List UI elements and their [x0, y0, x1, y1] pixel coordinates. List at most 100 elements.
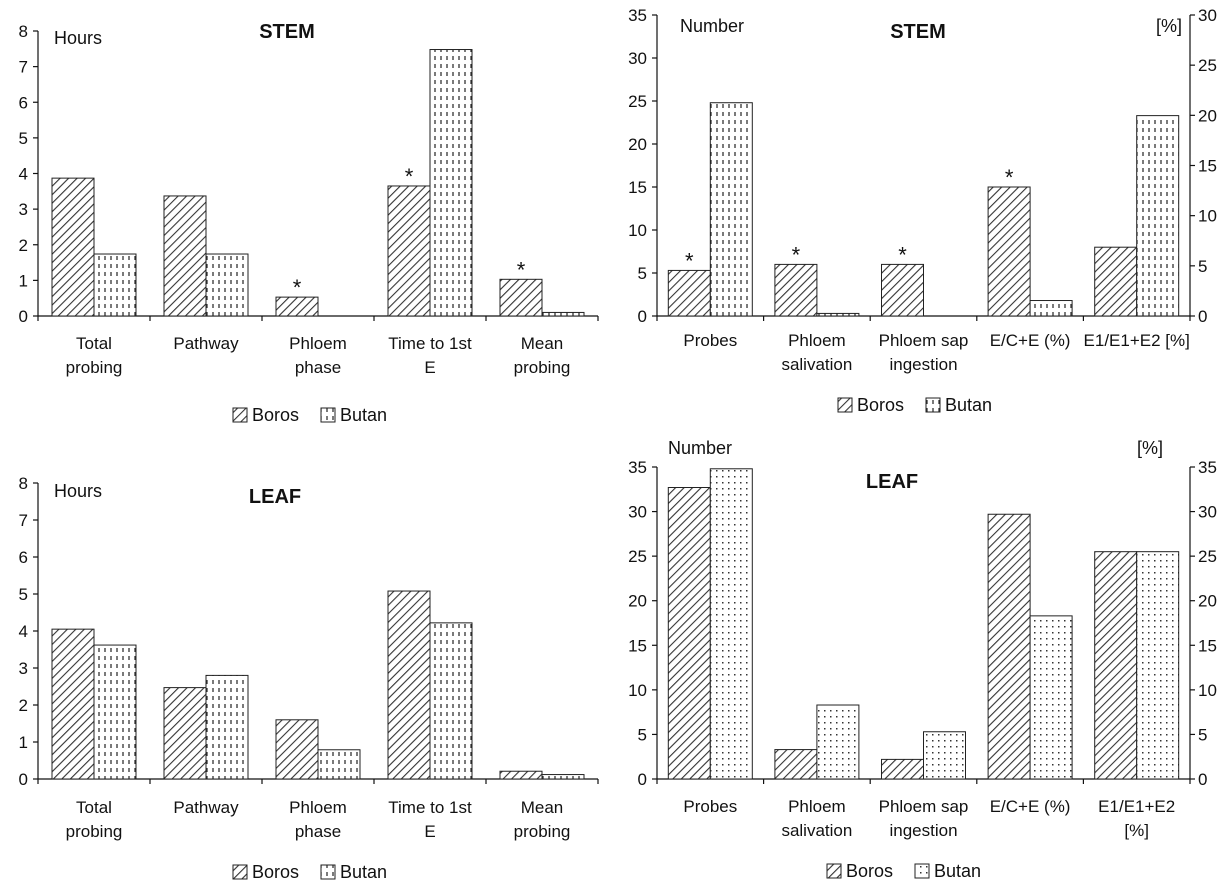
x-category-label: Probes	[683, 797, 737, 816]
legend-swatch-butan	[914, 863, 930, 879]
y2-tick-label: 20	[1198, 106, 1217, 125]
bar-boros	[987, 513, 1031, 780]
legend-swatch-butan	[320, 864, 336, 880]
significance-asterisk: *	[293, 275, 302, 300]
y-tick-label: 25	[628, 92, 647, 111]
bar-boros	[51, 177, 95, 317]
legend-label-boros: Boros	[857, 395, 904, 415]
x-category-label: probing	[514, 358, 571, 377]
y-tick-label: 10	[628, 221, 647, 240]
bar-boros	[163, 195, 207, 317]
y-tick-label: 20	[628, 135, 647, 154]
x-category-label: salivation	[781, 821, 852, 840]
bar-butan	[1136, 115, 1180, 317]
y-tick-label: 3	[19, 659, 28, 678]
x-category-label: Probes	[683, 331, 737, 350]
y-tick-label: 6	[19, 93, 28, 112]
legend-label-butan: Butan	[340, 405, 387, 425]
y-axis-label: Number	[680, 16, 744, 36]
bar-butan	[429, 49, 473, 317]
y-tick-label: 7	[19, 58, 28, 77]
y2-tick-label: 30	[1198, 6, 1217, 25]
y2-axis-label: [%]	[1156, 16, 1182, 36]
legend-label-butan: Butan	[340, 862, 387, 882]
y-tick-label: 35	[628, 458, 647, 477]
y-tick-label: 30	[628, 49, 647, 68]
x-category-label: Time to 1st	[388, 334, 472, 353]
legend-label-boros: Boros	[252, 405, 299, 425]
bar-butan	[816, 704, 860, 780]
x-category-label: Phloem	[788, 797, 846, 816]
y-axis-label: Number	[668, 438, 732, 458]
bar-butan	[1136, 551, 1180, 780]
x-category-label: probing	[66, 358, 123, 377]
bar-boros	[774, 749, 818, 780]
y-tick-label: 2	[19, 696, 28, 715]
chart-panel-2: 0 5 10 15 20 25 30 35 0 5 10 15 20 25 30 [%] Number STEM P…	[628, 6, 1217, 415]
bar-butan	[317, 749, 361, 780]
bar-boros	[881, 758, 924, 780]
y-tick-label: 0	[638, 307, 647, 326]
y-tick-label: 20	[628, 592, 647, 611]
y-tick-label: 1	[19, 733, 28, 752]
x-category-label: phase	[295, 822, 341, 841]
y-tick-label: 8	[19, 22, 28, 41]
y-tick-label: 5	[638, 264, 647, 283]
chart-title: LEAF	[866, 471, 918, 493]
legend: Boros Butan	[837, 395, 992, 415]
bar-boros	[387, 590, 431, 780]
y2-tick-label: 10	[1198, 207, 1217, 226]
x-category-label: E/C+E (%)	[990, 797, 1071, 816]
bar-boros	[1094, 246, 1138, 317]
legend: Boros Butan	[232, 862, 387, 882]
y-tick-label: 0	[19, 770, 28, 789]
legend-label-boros: Boros	[252, 862, 299, 882]
significance-asterisk: *	[1005, 165, 1014, 190]
significance-asterisk: *	[685, 248, 694, 273]
x-category-label: probing	[514, 822, 571, 841]
y2-tick-label: 5	[1198, 725, 1207, 744]
x-category-label: probing	[66, 822, 123, 841]
y-tick-label: 3	[19, 200, 28, 219]
bar-boros	[667, 269, 711, 317]
x-category-label: Mean	[521, 798, 564, 817]
y-tick-label: 1	[19, 271, 28, 290]
bar-butan	[429, 622, 473, 780]
y-tick-label: 0	[19, 307, 28, 326]
bar-butan	[1029, 615, 1073, 780]
x-category-label: E1/E1+E2	[1098, 797, 1175, 816]
x-category-label: Phloem	[788, 331, 846, 350]
x-category-label: E/C+E (%)	[990, 331, 1071, 350]
y-tick-label: 2	[19, 236, 28, 255]
chart-title: STEM	[259, 21, 315, 43]
legend-swatch-boros	[232, 864, 248, 880]
x-category-label: E1/E1+E2 [%]	[1084, 331, 1190, 350]
x-category-label: Mean	[521, 334, 564, 353]
bar-butan	[93, 253, 137, 317]
y-tick-label: 10	[628, 681, 647, 700]
legend-label-butan: Butan	[945, 395, 992, 415]
y2-tick-label: 0	[1198, 770, 1207, 789]
y-tick-label: 5	[19, 585, 28, 604]
y-tick-label: 0	[638, 770, 647, 789]
y-tick-label: 5	[638, 725, 647, 744]
y-tick-label: 6	[19, 548, 28, 567]
legend: Boros Butan	[826, 861, 981, 881]
y-tick-label: 5	[19, 129, 28, 148]
x-category-label: Total	[76, 798, 112, 817]
bar-boros	[275, 719, 319, 780]
x-category-label: E	[424, 358, 435, 377]
legend-swatch-boros	[826, 863, 842, 879]
bar-boros	[774, 263, 818, 317]
bar-boros	[275, 296, 319, 317]
y-tick-label: 15	[628, 636, 647, 655]
bar-butan	[541, 311, 585, 317]
x-category-label: Phloem	[289, 334, 347, 353]
x-category-label: [%]	[1124, 821, 1149, 840]
bar-butan	[205, 674, 249, 780]
x-category-label: phase	[295, 358, 341, 377]
chart-title: LEAF	[249, 486, 301, 508]
bar-boros	[881, 263, 924, 317]
chart-panel-1: 0 1 2 3 4 5 6 7 8 Hours STEM Total probing Pathway Phl…	[19, 21, 599, 425]
chart-panel-4: 0 5 10 15 20 25 30 35 0 5 10 15 20 25 30 35 [%] Number LEA…	[628, 438, 1217, 881]
